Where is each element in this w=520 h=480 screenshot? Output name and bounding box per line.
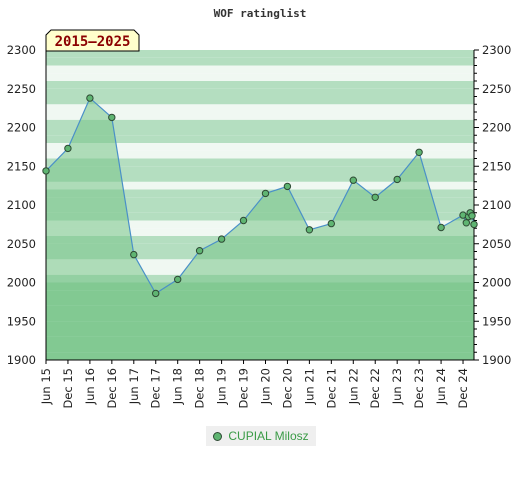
background-band [46,112,474,120]
background-band [46,119,474,128]
x-tick-label: Jun 15 [39,368,53,405]
data-point [283,182,292,191]
data-point [108,113,116,122]
data-point [393,175,401,184]
x-tick-label: Dec 24 [456,368,470,409]
background-band [46,174,474,182]
chart-title: WOF ratinglist [214,7,307,20]
x-tick-label: Jun 24 [434,368,448,405]
y-tick-label-right: 2300 [482,43,511,57]
data-markers [42,94,478,298]
background-band [46,65,474,74]
x-tick-label: Dec 21 [324,368,338,409]
y-tick-label-left: 1950 [7,314,36,328]
background-band [46,57,474,66]
year-range-badge: 2015–2025 [45,29,140,52]
background-band [46,158,474,167]
x-tick-label: Dec 16 [105,368,119,409]
x-tick-label: Jun 20 [258,368,272,405]
x-tick-label: Dec 18 [193,368,207,409]
y-tick-label-left: 2100 [7,198,36,212]
y-tick-label-left: 2150 [7,159,36,173]
x-tick-label: Dec 19 [237,368,251,409]
x-tick-label: Dec 20 [280,368,294,409]
legend-marker-icon [213,431,223,441]
legend-series-name: CUPIAL Milosz [228,429,309,443]
background-band [46,50,474,58]
background-band [46,166,474,174]
data-point [371,193,379,202]
x-axis-ticks: Jun 15 Dec 15 Jun 16 Dec 16 Jun 17 Dec 17 Jun … [39,360,470,409]
x-tick-label: Dec 22 [368,368,382,409]
data-point [468,212,476,220]
axes [45,49,479,361]
data-point [305,226,314,234]
x-tick-label: Jun 19 [215,368,229,405]
data-point [349,176,357,184]
background-band [46,143,474,151]
y-tick-label-right: 2000 [482,276,511,290]
y-tick-label-right: 2200 [482,121,511,135]
x-tick-label: Jun 16 [83,368,97,405]
data-point [239,216,248,225]
y-tick-label-left: 2300 [7,43,36,57]
background-band [46,104,474,112]
x-tick-label: Jun 21 [302,368,316,405]
data-point [130,250,138,259]
background-band [46,88,474,97]
data-point [152,289,160,298]
x-tick-label: Jun 23 [390,368,404,405]
y-tick-label-right: 2150 [482,159,511,173]
x-tick-label: Jun 22 [346,368,360,405]
y-tick-label-right: 2050 [482,237,511,251]
background-band [46,127,474,136]
data-point [64,144,72,153]
data-point [42,167,50,175]
x-tick-label: Dec 23 [412,368,426,409]
x-tick-label: Dec 17 [149,368,163,409]
y-axis-left-ticks: 1900 1950 2000 2050 2100 2150 2200 2250 2300 [7,43,36,367]
background-band [46,189,474,198]
y-tick-label-left: 2050 [7,237,36,251]
background-band [46,96,474,105]
y-tick-label-right: 1950 [482,314,511,328]
x-tick-label: Dec 15 [61,368,75,409]
background-band [46,181,474,190]
background-band [46,150,474,159]
data-point [327,219,335,228]
x-tick-label: Jun 17 [127,368,141,405]
data-point [217,235,226,243]
y-tick-label-right: 1900 [482,353,511,367]
data-point [86,94,94,102]
background-band [46,135,474,143]
y-tick-label-left: 2200 [7,121,36,135]
y-tick-label-left: 2250 [7,82,36,96]
data-point [261,189,270,198]
y-axis-right-ticks: 1900 1950 2000 2050 2100 2150 2200 2250 2300 [482,43,511,367]
data-point [462,219,470,227]
y-tick-label-right: 2100 [482,198,511,212]
year-range-badge-shape [45,29,140,52]
data-point [437,223,445,232]
data-point [415,148,423,157]
background-band [46,81,474,89]
year-range-badge-label: 2015–2025 [55,34,131,50]
y-tick-label-left: 2000 [7,276,36,290]
x-tick-label: Jun 18 [171,368,185,405]
background-band [46,73,474,81]
legend: CUPIAL Milosz [206,426,316,446]
y-tick-label-left: 1900 [7,353,36,367]
data-point [195,247,204,255]
y-tick-label-right: 2250 [482,82,511,96]
data-point [174,275,182,284]
data-point [470,220,478,229]
